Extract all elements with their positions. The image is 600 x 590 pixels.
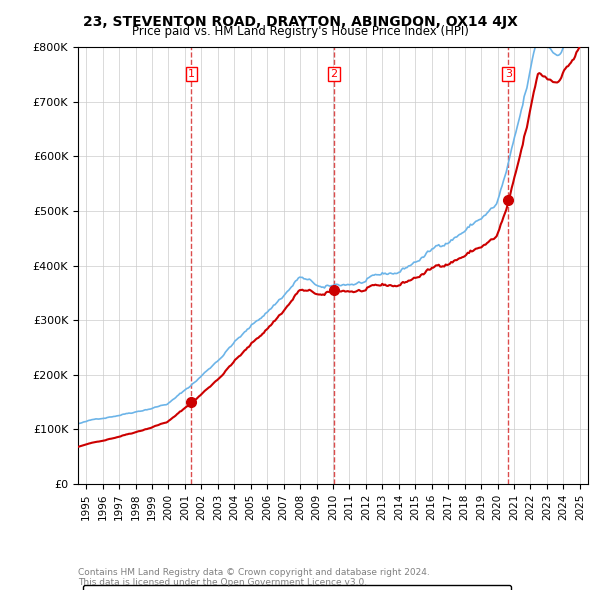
Text: Price paid vs. HM Land Registry's House Price Index (HPI): Price paid vs. HM Land Registry's House … <box>131 25 469 38</box>
Text: Contains HM Land Registry data © Crown copyright and database right 2024.
This d: Contains HM Land Registry data © Crown c… <box>78 568 430 587</box>
Text: 2: 2 <box>330 69 337 79</box>
Text: 3: 3 <box>505 69 512 79</box>
Legend: 23, STEVENTON ROAD, DRAYTON, ABINGDON, OX14 4JX (detached house), HPI: Average p: 23, STEVENTON ROAD, DRAYTON, ABINGDON, O… <box>83 585 511 590</box>
Text: 23, STEVENTON ROAD, DRAYTON, ABINGDON, OX14 4JX: 23, STEVENTON ROAD, DRAYTON, ABINGDON, O… <box>83 15 517 29</box>
Text: 1: 1 <box>188 69 195 79</box>
